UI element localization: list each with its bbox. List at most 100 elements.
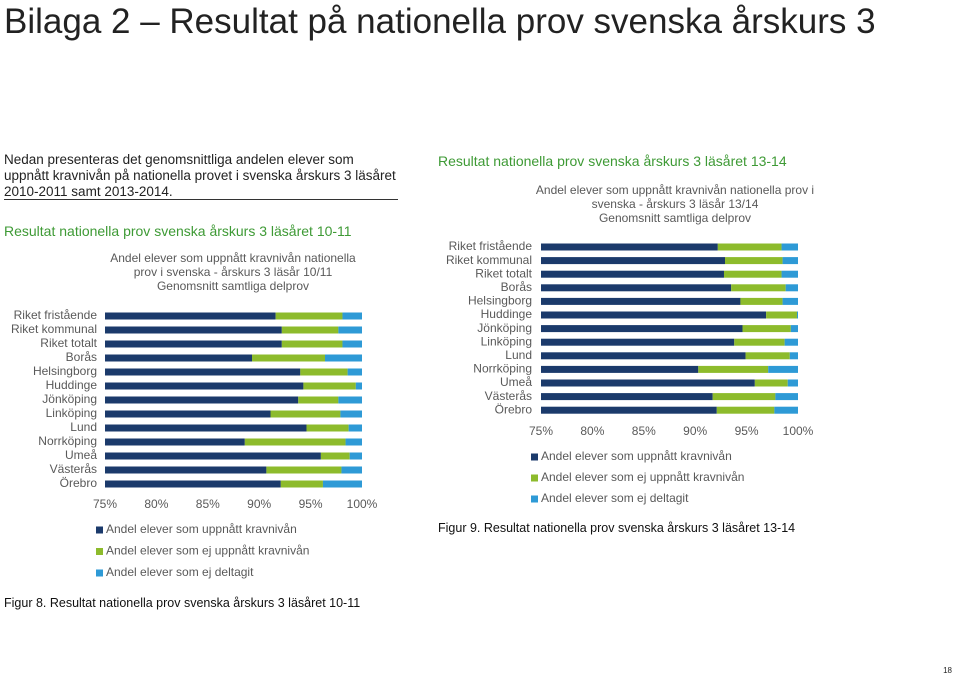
bar-segment bbox=[105, 354, 253, 362]
bar-segment bbox=[300, 368, 348, 376]
bar-segment bbox=[541, 379, 755, 387]
category-label: Umeå bbox=[65, 448, 97, 462]
intro-text: Nedan presenteras det genomsnittliga and… bbox=[4, 152, 396, 199]
bar-segment bbox=[105, 466, 267, 474]
bar-segment bbox=[340, 410, 362, 418]
chart-title-block: Andel elever som uppnått kravnivån natio… bbox=[98, 251, 368, 293]
bar-segment bbox=[338, 326, 362, 334]
bar-segment bbox=[105, 410, 271, 418]
bar-segment bbox=[785, 284, 798, 292]
bar-segment bbox=[338, 396, 362, 404]
bar-segment bbox=[281, 326, 339, 334]
bar-segment bbox=[716, 406, 775, 414]
bar-segment bbox=[105, 452, 321, 460]
bar-segment bbox=[347, 368, 362, 376]
bar-segment bbox=[723, 270, 782, 278]
x-tick-label: 75% bbox=[529, 424, 553, 438]
bar-segment bbox=[105, 368, 301, 376]
bar-segment bbox=[266, 466, 342, 474]
category-label: Lund bbox=[70, 420, 97, 434]
x-tick-label: 80% bbox=[144, 497, 168, 511]
chart-subtitle: Genomsnitt samtliga delprov bbox=[156, 279, 310, 293]
bar-segment bbox=[105, 312, 276, 320]
page-number: 18 bbox=[943, 666, 952, 675]
bar-segment bbox=[252, 354, 325, 362]
x-tick-label: 85% bbox=[196, 497, 220, 511]
category-label: Riket fristående bbox=[14, 308, 98, 322]
bar-segment bbox=[281, 340, 343, 348]
bar-segment bbox=[541, 352, 746, 360]
bar-segment bbox=[541, 243, 718, 251]
category-label: Riket kommunal bbox=[446, 253, 532, 267]
bar-segment bbox=[105, 480, 281, 488]
category-label: Riket totalt bbox=[40, 336, 97, 350]
bar-segment bbox=[766, 311, 797, 319]
bar-segment bbox=[787, 379, 798, 387]
category-label: Linköping bbox=[481, 334, 532, 348]
bar-segment bbox=[320, 452, 350, 460]
category-label: Huddinge bbox=[481, 307, 533, 321]
chart-title: Andel elever som uppnått kravnivån natio… bbox=[535, 183, 815, 211]
figure-caption: Figur 9. Resultat nationella prov svensk… bbox=[438, 521, 796, 535]
bar-segment bbox=[303, 382, 356, 390]
category-label: Norrköping bbox=[473, 362, 532, 376]
bar-segment bbox=[342, 340, 362, 348]
category-label: Huddinge bbox=[46, 378, 98, 392]
legend-swatch bbox=[96, 569, 103, 577]
bar-segment bbox=[342, 312, 362, 320]
chart-subtitle: Genomsnitt samtliga delprov bbox=[598, 211, 752, 225]
bar-segment bbox=[541, 325, 743, 333]
bar-segment bbox=[698, 365, 769, 373]
section-heading: Resultat nationella prov svenska årskurs… bbox=[438, 153, 787, 169]
legend-swatch bbox=[96, 526, 103, 534]
chart-title-block: Andel elever som uppnått kravnivån natio… bbox=[530, 183, 820, 225]
category-label: Norrköping bbox=[38, 434, 97, 448]
bar-segment bbox=[742, 325, 791, 333]
bar-segment bbox=[754, 379, 788, 387]
category-label: Helsingborg bbox=[468, 294, 532, 308]
bar-segment bbox=[341, 466, 362, 474]
bar-segment bbox=[712, 393, 776, 401]
bar-segment bbox=[731, 284, 786, 292]
category-label: Jönköping bbox=[477, 321, 532, 335]
bar-segment bbox=[784, 338, 798, 346]
category-label: Jönköping bbox=[42, 392, 97, 406]
legend-label: Andel elever som uppnått kravnivån bbox=[541, 449, 732, 463]
category-label: Västerås bbox=[485, 389, 532, 403]
category-label: Örebro bbox=[60, 476, 98, 490]
category-label: Borås bbox=[501, 280, 532, 294]
bar-segment bbox=[734, 338, 785, 346]
bar-segment bbox=[781, 270, 798, 278]
bar-segment bbox=[789, 352, 798, 360]
legend-swatch bbox=[531, 474, 538, 482]
x-tick-label: 85% bbox=[632, 424, 656, 438]
bar-segment bbox=[298, 396, 339, 404]
x-tick-label: 90% bbox=[683, 424, 707, 438]
bar-segment bbox=[740, 297, 783, 305]
bar-segment bbox=[541, 284, 732, 292]
bar-segment bbox=[775, 393, 798, 401]
legend-swatch bbox=[96, 548, 103, 555]
category-label: Lund bbox=[505, 348, 532, 362]
category-label: Riket fristående bbox=[449, 239, 533, 253]
category-label: Västerås bbox=[50, 462, 97, 476]
category-label: Borås bbox=[66, 350, 97, 364]
bar-segment bbox=[541, 393, 713, 401]
bar-segment bbox=[345, 438, 362, 446]
bar-segment bbox=[541, 406, 717, 414]
x-tick-label: 100% bbox=[347, 497, 378, 511]
bar-segment bbox=[105, 340, 282, 348]
page-title: Bilaga 2 – Resultat på nationella prov s… bbox=[4, 2, 876, 41]
legend-label: Andel elever som uppnått kravnivån bbox=[106, 522, 297, 536]
bar-segment bbox=[105, 438, 245, 446]
category-label: Helsingborg bbox=[33, 364, 97, 378]
bar-segment bbox=[105, 396, 299, 404]
bar-segment bbox=[105, 424, 307, 432]
bar-segment bbox=[275, 312, 343, 320]
bar-segment bbox=[541, 270, 724, 278]
bar-segment bbox=[244, 438, 346, 446]
section-heading: Resultat nationella prov svenska årskurs… bbox=[4, 223, 352, 239]
bar-segment bbox=[348, 424, 362, 432]
x-tick-label: 95% bbox=[735, 424, 759, 438]
